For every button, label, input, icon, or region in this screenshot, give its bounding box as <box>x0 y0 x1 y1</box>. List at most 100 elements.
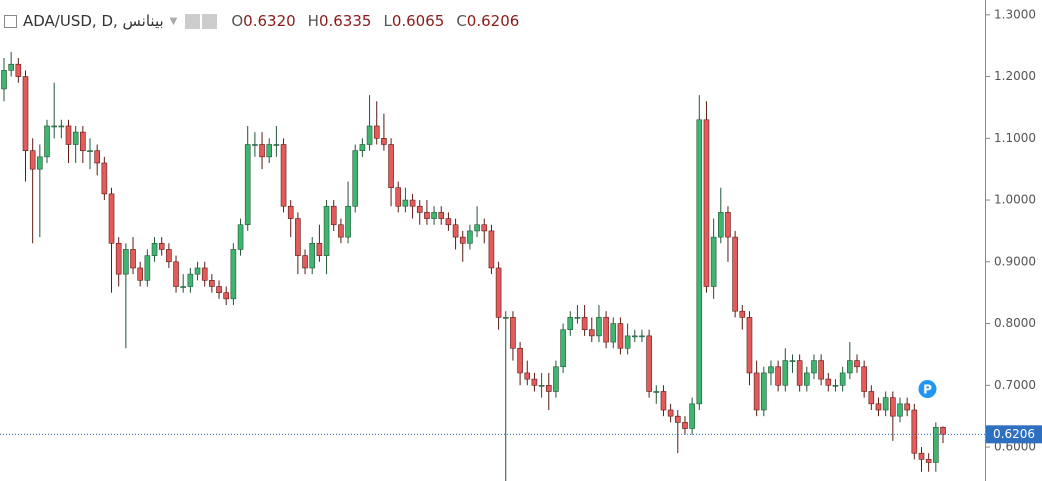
candle-body <box>101 162 108 195</box>
candle-body <box>933 426 939 463</box>
candle-body <box>137 267 143 281</box>
candle-body <box>925 459 932 463</box>
candle-body <box>431 212 437 219</box>
candle-body <box>495 267 502 318</box>
eye-icon[interactable] <box>185 13 201 29</box>
candle-body <box>904 403 910 411</box>
candle-body <box>603 317 609 343</box>
candle-body <box>868 391 875 405</box>
ohlc-value: 0.6335 <box>318 12 372 30</box>
candle-body <box>882 397 889 411</box>
candle-body <box>488 230 495 269</box>
candle-body <box>610 323 617 343</box>
candle-body <box>316 242 323 256</box>
candle-body <box>302 255 308 269</box>
candle-body <box>359 144 366 151</box>
candle-body <box>65 125 72 145</box>
candle-body <box>753 372 760 411</box>
candle-body <box>725 212 731 238</box>
candle-body <box>474 224 480 232</box>
candle-body <box>524 372 531 380</box>
last-price-label: 0.6206 <box>993 427 1035 441</box>
candle-body <box>940 426 946 435</box>
ohlc-key: L <box>383 12 392 30</box>
candle-body <box>230 249 237 300</box>
candle-body <box>80 131 86 151</box>
candle-body <box>266 144 273 158</box>
candle-body <box>567 317 574 331</box>
candle-body <box>108 193 115 244</box>
candle-body <box>295 218 301 256</box>
candle-body <box>445 218 452 226</box>
candle-body <box>560 329 566 368</box>
y-tick-label: 1.1000 <box>994 131 1036 145</box>
y-tick-label: 0.7000 <box>994 378 1036 392</box>
candle-body <box>596 317 602 337</box>
candle-body <box>8 63 14 71</box>
dropdown[interactable]: ▼ <box>169 15 178 27</box>
ohlc-value: 0.6206 <box>466 12 520 30</box>
candle-body <box>144 255 151 281</box>
candle-body <box>553 366 559 392</box>
candle-body <box>847 360 853 374</box>
candle-body <box>653 391 660 393</box>
candle-body <box>29 150 36 170</box>
candle-body <box>173 261 179 287</box>
ohlc-key: H <box>307 12 319 30</box>
candle-body <box>660 391 667 411</box>
candle-body <box>130 249 136 269</box>
marker-circle <box>918 380 937 398</box>
candle-body <box>481 224 488 232</box>
candle-body <box>388 144 394 189</box>
ohlc-key: C <box>456 12 467 30</box>
candle-body <box>775 366 781 386</box>
candle-body <box>416 205 423 213</box>
candle-body <box>395 187 402 207</box>
candle-body <box>768 366 774 374</box>
candle-body <box>459 236 466 244</box>
candle-body <box>710 236 717 287</box>
candle-body <box>531 378 538 386</box>
candle-body <box>338 224 344 238</box>
candle-body <box>330 205 337 226</box>
candle-body <box>703 119 710 287</box>
ohlc-key: O <box>231 12 244 30</box>
candle-body <box>244 144 251 226</box>
candle-body <box>545 384 552 392</box>
candle-body <box>345 205 351 238</box>
ohlc: O0.6320 H0.6335 L0.6065 C0.6206 <box>219 12 519 30</box>
candle-body <box>746 317 753 374</box>
candle-body <box>280 144 287 207</box>
candle-body <box>574 317 581 319</box>
candle-body <box>37 156 43 170</box>
candle-body <box>811 360 817 374</box>
ohlc-value: 0.6065 <box>391 12 445 30</box>
candle-body <box>94 150 100 164</box>
collapse-icon[interactable] <box>4 14 17 28</box>
candle-body <box>667 409 674 417</box>
candle-body <box>352 150 359 207</box>
candle-body <box>696 119 703 405</box>
candle-body <box>1 70 7 90</box>
candle-body <box>875 403 882 411</box>
candle-body <box>87 150 93 152</box>
candle-body <box>115 242 122 275</box>
candle-body <box>309 242 316 269</box>
candle-body <box>438 212 445 219</box>
candle-body <box>44 125 50 158</box>
candle-body <box>252 144 258 146</box>
candle-body <box>538 384 545 387</box>
candle-body <box>166 249 172 263</box>
candle-body <box>180 286 186 288</box>
candle-body <box>631 335 638 338</box>
candle-body <box>323 205 330 256</box>
candle-body <box>452 224 459 238</box>
candle-body <box>381 138 387 145</box>
settings-icon[interactable] <box>202 13 218 29</box>
candle-body <box>409 199 416 207</box>
candle-body <box>15 63 22 77</box>
y-tick-label: 0.9000 <box>994 254 1036 268</box>
candle-body <box>689 403 695 429</box>
candle-body <box>158 242 165 250</box>
